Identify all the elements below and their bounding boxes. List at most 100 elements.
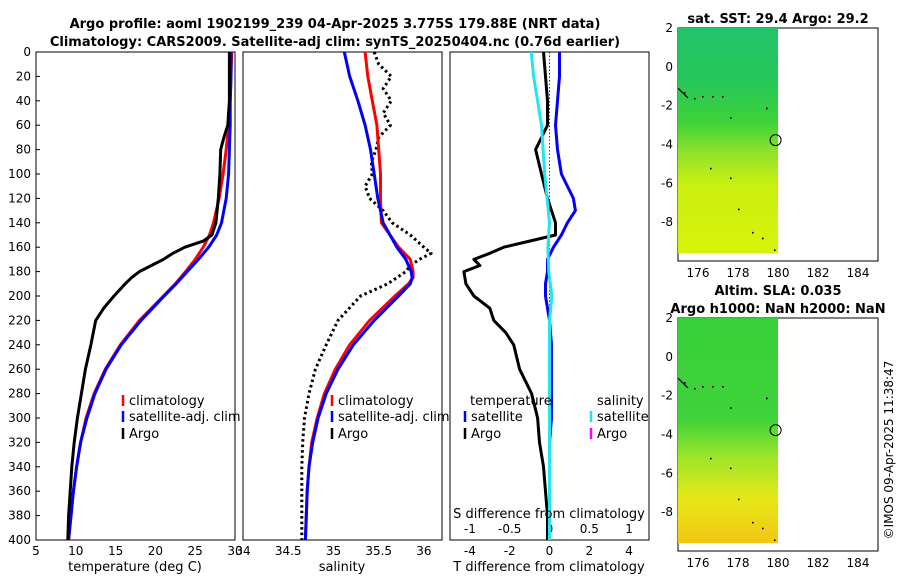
land-pixel [738,208,740,211]
land-pixel [774,249,776,251]
t-difference-tick-label: 0 [546,544,554,558]
s-difference-tick-label: 0.5 [580,522,599,536]
depth-tick-label: 200 [8,289,31,303]
legend-salinity-heading: salinity [597,394,644,409]
legend-s-argo-label: Argo [597,427,627,442]
salinity-tick-label: 34 [235,544,250,558]
depth-tick-label: 120 [8,191,31,205]
sla-map-tick-labels: 176 178 180 182 184 2 0 -2 -4 -6 -8 [661,311,869,570]
depth-tick-label: 280 [8,387,31,401]
copyright-stamp: ©IMOS 09-Apr-2025 11:38:47 [882,361,896,540]
temperature-tick-label: 25 [188,544,203,558]
latitude-tick-label: 2 [665,21,673,35]
s-difference-x-label: S difference from climatology [453,507,645,522]
difference-series [462,51,577,540]
land-pixel [712,386,714,388]
land-pixel [730,117,732,119]
t-difference-tick-label: -2 [504,544,516,558]
title-line-1: Argo profile: aoml 1902199_239 04-Apr-20… [70,17,601,32]
depth-tick-label: 320 [8,435,31,449]
land-pixel [722,96,724,98]
temperature-tick-label: 5 [32,544,40,558]
field-image [678,28,778,254]
legend-climatology-label: climatology [129,394,205,409]
series-line-satellite [67,52,233,541]
float-position-marker [769,134,782,147]
longitude-tick-label: 176 [687,556,710,570]
legend-argo-label: Argo [129,427,159,442]
temperature-tick-label: 15 [108,544,123,558]
depth-tick-label: 260 [8,362,31,376]
longitude-tick-label: 182 [807,266,830,280]
temperature-axes-box [35,51,236,541]
s-difference-tick-label: -0.5 [498,522,521,536]
land-pixel [766,107,768,110]
salinity-tick-labels: 34 34.5 35 35.5 36 [235,544,431,558]
difference-profile-panel: -4 -2 0 2 4 -1 -0.5 0 0.5 1 T difference from cl… [449,51,650,575]
depth-tick-label: 300 [8,411,31,425]
series-line-argo [300,51,433,540]
land-pixel [694,97,696,100]
series-line-s-satellite [529,51,554,540]
longitude-tick-label: 182 [807,556,830,570]
sst-map-image [677,28,782,254]
temperature-profile-panel: 0 20 40 60 80 100 120 140 160 180 200 220 240 260 280 3… [8,45,243,575]
land-pixel [730,467,732,470]
temperature-tick-labels: 5 10 15 20 25 30 [32,544,242,558]
depth-tick-label: 140 [8,216,31,230]
land-pixel [702,386,704,388]
longitude-tick-label: 176 [687,266,710,280]
difference-legend: temperature satellite Argo salinity sate… [463,394,649,442]
latitude-tick-label: -6 [661,176,673,190]
longitude-tick-label: 180 [767,556,790,570]
temperature-legend: climatology satellite-adj. clim Argo [121,394,241,442]
salinity-axes-box [242,51,443,541]
sla-map-image [677,318,782,544]
land-pixel [730,407,732,409]
depth-tick-label: 340 [8,460,31,474]
legend-climatology-label: climatology [338,394,414,409]
depth-tick-label: 20 [16,69,31,83]
land-pixel [684,92,686,94]
legend-temperature-heading: temperature [470,394,552,409]
longitude-tick-label: 184 [847,266,870,280]
depth-tick-label: 220 [8,313,31,327]
legend-satellite-label: satellite-adj. clim [338,410,450,425]
latitude-tick-label: -6 [661,466,673,480]
land-pixel [752,521,754,524]
land-pixel [762,237,764,240]
latitude-tick-label: 0 [665,60,673,74]
float-position-marker [769,424,782,437]
depth-tick-label: 240 [8,338,31,352]
temperature-series [66,51,234,541]
depth-tick-label: 360 [8,484,31,498]
t-difference-x-label: T difference from climatology [452,560,645,575]
t-difference-tick-labels: -4 -2 0 2 4 [464,544,633,558]
land-pixel [710,457,712,460]
depth-tick-label: 400 [8,533,31,547]
legend-t-satellite-label: satellite [471,410,523,425]
land-pixel [766,397,768,400]
longitude-tick-label: 184 [847,556,870,570]
coastline [677,377,689,389]
legend-s-satellite-label: satellite [597,410,649,425]
latitude-tick-label: -8 [661,215,673,229]
land-pixel [722,386,724,388]
legend-argo-label: Argo [338,427,368,442]
depth-tick-label: 380 [8,509,31,523]
depth-tick-label: 100 [8,167,31,181]
legend-satellite-label: satellite-adj. clim [129,410,241,425]
depth-tick-labels: 0 20 40 60 80 100 120 140 160 180 200 220 240 260 280 3… [8,45,40,547]
t-difference-tick-label: -4 [464,544,476,558]
latitude-tick-label: 0 [665,350,673,364]
series-line-t-argo [462,51,557,540]
salinity-tick-label: 35 [326,544,341,558]
latitude-tick-label: -2 [661,389,673,403]
series-line-argo [66,52,231,541]
depth-tick-label: 180 [8,265,31,279]
latitude-tick-label: -8 [661,505,673,519]
title-line-2: Climatology: CARS2009. Satellite-adj cli… [50,35,620,50]
t-difference-tick-label: 2 [585,544,593,558]
latitude-tick-label: -4 [661,428,673,442]
